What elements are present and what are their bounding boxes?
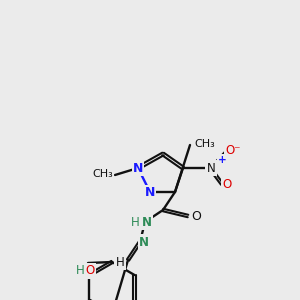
Text: CH₃: CH₃ [194,139,215,149]
Text: O: O [191,209,201,223]
Text: N: N [139,236,149,248]
Text: CH₃: CH₃ [92,169,113,179]
Text: O: O [222,178,232,191]
Text: H: H [130,215,140,229]
Text: N: N [142,215,152,229]
Text: N: N [207,161,215,175]
Text: H: H [76,265,84,278]
Text: O: O [85,265,94,278]
Text: +: + [218,155,226,165]
Text: N: N [145,187,155,200]
Text: H: H [116,256,124,268]
Text: O⁻: O⁻ [225,145,241,158]
Text: N: N [133,161,143,175]
